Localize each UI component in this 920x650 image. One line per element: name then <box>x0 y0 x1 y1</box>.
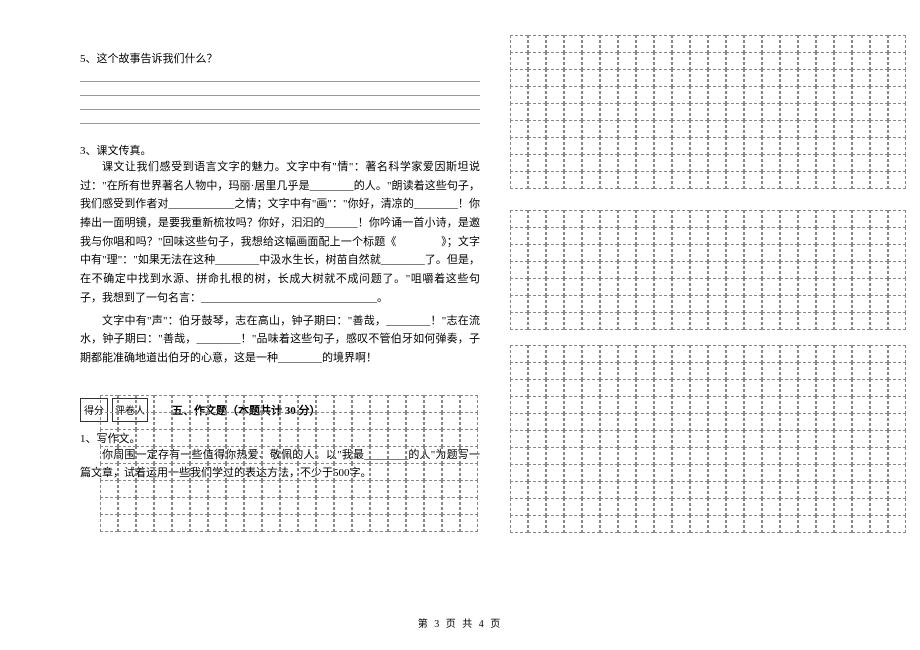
answer-line <box>80 84 480 96</box>
section-3-text: 课文让我们感受到语言文字的魅力。文字中有"情"：著名科学家爱因斯坦说过："在所有… <box>80 158 480 308</box>
section-3-text-2: 文字中有"声"：伯牙鼓琴，志在高山，钟子期曰："善哉，________！"志在流… <box>80 312 480 368</box>
answer-line <box>80 70 480 82</box>
writing-grid-3 <box>510 210 906 329</box>
section-3-label: 3、课文传真。 <box>80 142 480 158</box>
answer-line <box>80 112 480 124</box>
writing-grid-1 <box>100 395 478 531</box>
answer-line <box>80 98 480 110</box>
writing-grid-4 <box>510 345 906 532</box>
page-footer: 第 3 页 共 4 页 <box>0 615 920 630</box>
writing-grid-2 <box>510 35 906 188</box>
question-5-label: 5、这个故事告诉我们什么？ <box>80 50 480 66</box>
